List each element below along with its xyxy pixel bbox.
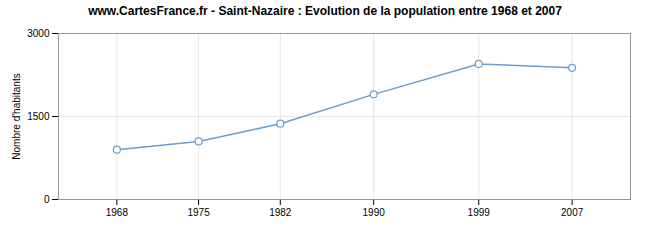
html-text:www.CartesFrance.fr - Saint-Na: www.CartesFrance.fr - Saint-Nazaire : Ev…	[88, 4, 562, 18]
svg-text:1500: 1500	[27, 111, 50, 122]
svg-text:1975: 1975	[187, 207, 210, 218]
svg-text:2007: 2007	[561, 207, 584, 218]
svg-text:1982: 1982	[269, 207, 292, 218]
svg-text:1999: 1999	[468, 207, 491, 218]
svg-text:3000: 3000	[27, 28, 50, 39]
svg-text:Nombre d'habitants: Nombre d'habitants	[11, 73, 22, 159]
svg-text:1968: 1968	[106, 207, 129, 218]
svg-text:1990: 1990	[363, 207, 386, 218]
svg-text:0: 0	[44, 194, 50, 205]
